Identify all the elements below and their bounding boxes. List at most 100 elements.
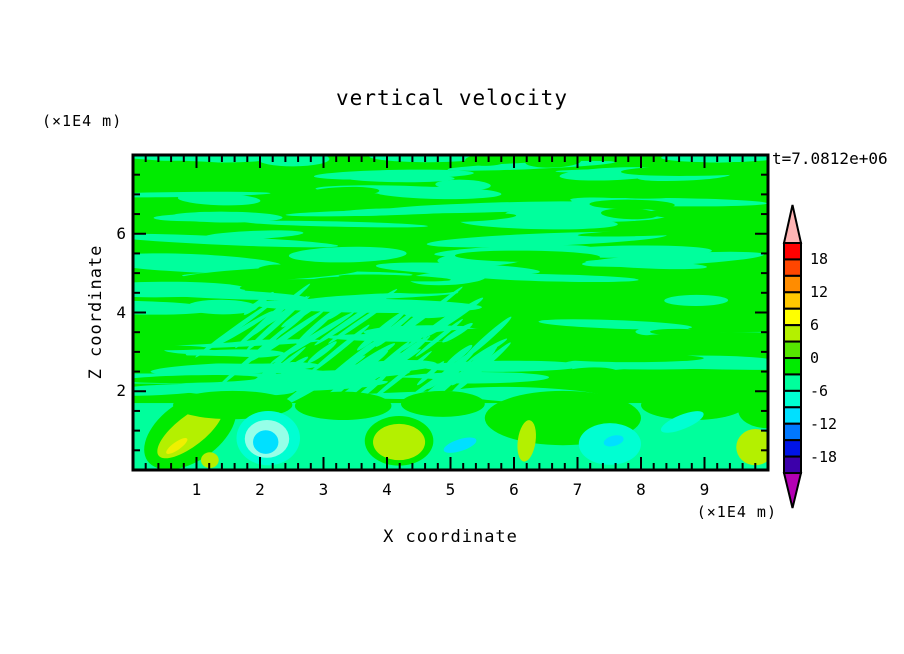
plot-title: vertical velocity	[336, 86, 568, 110]
field-ripple	[325, 300, 352, 321]
velocity-field	[133, 155, 768, 470]
field-streak	[454, 250, 601, 263]
field-ripple	[245, 295, 308, 352]
field-streak	[133, 344, 209, 351]
colorbar-segment	[783, 455, 802, 475]
field-blob-yellow	[166, 438, 188, 454]
field-ripple	[354, 306, 421, 361]
field-ripple	[416, 361, 445, 386]
colorbar-segment	[783, 340, 802, 360]
field-ripple	[308, 324, 370, 374]
colorbar-segment	[783, 307, 802, 327]
field-blob-lime	[517, 420, 536, 462]
field-blob-green	[738, 392, 768, 429]
field-streak	[664, 294, 729, 306]
colorbar-tick-label: 18	[810, 250, 829, 269]
field-ripple	[370, 351, 432, 402]
field-streak	[577, 227, 762, 237]
field-ripple	[314, 288, 398, 346]
field-streak	[288, 246, 407, 263]
field-streak	[302, 276, 400, 290]
field-streak	[133, 286, 308, 301]
tick-marks	[133, 155, 768, 470]
field-streak	[435, 179, 491, 191]
field-streak	[494, 285, 536, 292]
colorbar-segment	[783, 324, 802, 343]
field-ripple	[467, 346, 498, 368]
field-ripple	[422, 297, 484, 338]
field-streak	[375, 262, 540, 276]
field-streak	[153, 214, 230, 222]
colorbar-segment	[783, 389, 802, 409]
field-blob-lime	[736, 429, 768, 466]
field-blob-cyan	[253, 430, 279, 454]
field-streak	[164, 348, 228, 355]
colorbar-tick-label: -6	[810, 381, 829, 400]
field-blob-green	[400, 390, 485, 417]
field-streak	[133, 300, 214, 315]
field-ripple	[449, 342, 511, 396]
field-ripple	[214, 311, 273, 347]
x-tick-label: 7	[572, 480, 583, 499]
field-ripple	[349, 343, 396, 372]
field-streak	[600, 208, 659, 220]
field-streak	[342, 173, 455, 183]
field-streak	[377, 201, 613, 214]
field-ripple	[354, 350, 389, 377]
field-ripple	[195, 300, 276, 358]
field-streak	[620, 164, 768, 176]
field-ripple	[375, 326, 402, 347]
field-blob-green	[294, 391, 392, 420]
field-streak	[306, 186, 380, 198]
field-ripple	[404, 359, 466, 402]
field-ripple	[307, 341, 337, 364]
field-ripple	[243, 291, 274, 315]
colorbar-tick-label: -12	[810, 414, 838, 433]
z-tick-label: 4	[116, 302, 126, 322]
colorbar-down-arrow	[782, 472, 803, 509]
field-streak	[649, 328, 708, 336]
field-ripple	[442, 322, 473, 343]
field-streak	[556, 353, 704, 363]
colorbar-segment	[783, 291, 802, 310]
colorbar-segment	[783, 406, 802, 425]
z-tick-label: 6	[116, 223, 126, 243]
field-streak	[515, 181, 598, 188]
field-ripple	[463, 316, 512, 359]
z-tick-label: 2	[116, 381, 126, 401]
x-tick-label: 1	[191, 480, 202, 499]
field-streak	[538, 319, 693, 330]
field-blob-cyan	[443, 437, 477, 453]
colorbar-tick-label: 0	[810, 349, 820, 367]
colorbar-up-arrow	[782, 204, 803, 244]
field-ripple	[400, 305, 464, 352]
x-axis-title: X coordinate	[383, 527, 518, 547]
x-tick-label: 4	[382, 480, 392, 499]
field-blob-green	[641, 390, 746, 420]
field-ripple	[403, 286, 463, 333]
field-blob-lime	[200, 452, 219, 469]
colorbar-segment	[783, 258, 802, 277]
timestamp-label: t=7.0812e+06	[772, 149, 888, 168]
field-streak	[133, 233, 339, 248]
field-ripple	[356, 309, 407, 351]
field-ripple	[235, 283, 311, 349]
field-streak	[660, 340, 759, 354]
field-streak	[133, 191, 271, 198]
field-ripple	[281, 298, 325, 328]
colorbar-segment	[783, 439, 802, 458]
x-tick-label: 2	[255, 480, 265, 499]
field-ripple	[378, 351, 407, 369]
field-blob-cyan	[603, 435, 624, 447]
field-streak	[585, 259, 707, 270]
field-ripple	[273, 312, 307, 339]
field-streak	[470, 273, 639, 283]
x-tick-label: 9	[699, 480, 710, 499]
field-streak	[603, 192, 670, 199]
x-tick-label: 8	[636, 480, 646, 499]
field-ripple	[251, 310, 324, 361]
field-streak	[409, 271, 487, 286]
field-streak	[245, 220, 428, 228]
